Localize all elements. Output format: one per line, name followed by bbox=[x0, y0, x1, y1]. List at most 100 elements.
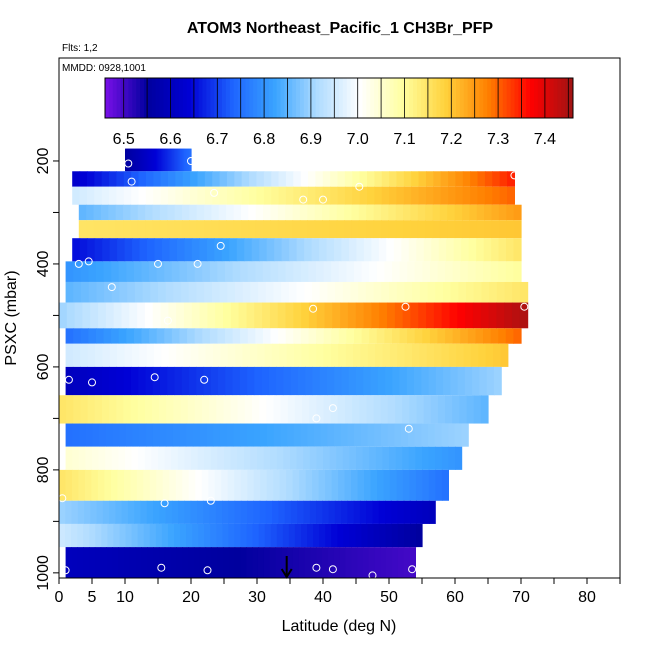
band-4-cell bbox=[270, 220, 279, 239]
band-9-cell bbox=[202, 328, 211, 344]
band-9-cell bbox=[232, 328, 241, 344]
band-6-cell bbox=[460, 261, 469, 282]
band-13-cell bbox=[407, 423, 416, 447]
band-6-cell bbox=[323, 261, 332, 282]
band-15-cell bbox=[221, 469, 229, 501]
colorbar-swatch bbox=[526, 78, 531, 118]
colorbar-swatch bbox=[190, 78, 196, 118]
band-16-cell bbox=[134, 500, 142, 524]
band-2-cell bbox=[352, 186, 361, 205]
band-13-cell bbox=[421, 423, 429, 447]
band-17-cell bbox=[397, 523, 405, 548]
band-4-cell bbox=[115, 220, 124, 239]
band-1-cell bbox=[219, 171, 228, 187]
sample-point bbox=[127, 177, 136, 186]
band-4-cell bbox=[159, 220, 168, 239]
band-9-cell bbox=[73, 328, 82, 344]
colorbar-swatch bbox=[569, 78, 574, 118]
band-13-cell bbox=[105, 423, 114, 447]
band-0-cell bbox=[160, 148, 162, 172]
band-18-cell bbox=[77, 547, 84, 578]
band-9-cell bbox=[369, 328, 378, 344]
colorbar-swatch bbox=[534, 78, 539, 118]
band-3-cell bbox=[93, 204, 102, 221]
band-7-cell bbox=[104, 281, 113, 303]
band-2-cell bbox=[425, 186, 434, 205]
band-9-cell bbox=[354, 328, 363, 344]
band-15-cell bbox=[110, 469, 119, 501]
sample-point bbox=[154, 259, 162, 268]
band-5-cell bbox=[304, 238, 313, 262]
band-16-cell bbox=[121, 500, 129, 524]
band-17-cell bbox=[101, 523, 108, 548]
band-0-cell bbox=[167, 148, 170, 172]
band-6-cell bbox=[133, 261, 143, 282]
band-4-cell bbox=[108, 220, 117, 239]
band-16-cell bbox=[290, 500, 298, 524]
band-15-cell bbox=[383, 469, 391, 501]
band-1-cell bbox=[285, 171, 294, 187]
band-4-cell bbox=[403, 220, 412, 239]
band-1-cell bbox=[197, 171, 206, 187]
band-11-cell bbox=[399, 366, 408, 396]
band-17-cell bbox=[71, 523, 78, 548]
band-4-cell bbox=[373, 220, 382, 239]
band-18-cell bbox=[223, 547, 230, 578]
band-7-cell bbox=[512, 281, 521, 303]
band-18-cell bbox=[217, 547, 224, 578]
band-11-cell bbox=[486, 366, 495, 396]
band-15-cell bbox=[260, 469, 268, 501]
band-0-cell bbox=[185, 148, 188, 172]
band-10-cell bbox=[227, 343, 236, 367]
latitude-marker-arrow bbox=[280, 556, 293, 579]
band-14-cell bbox=[171, 446, 179, 470]
band-7-cell bbox=[181, 281, 190, 303]
band-7-cell bbox=[65, 281, 74, 303]
band-0-cell bbox=[152, 148, 155, 172]
band-10-cell bbox=[190, 343, 199, 367]
band-6-cell bbox=[422, 261, 431, 282]
band-7-cell bbox=[435, 281, 444, 303]
band-8-cell bbox=[410, 302, 419, 329]
band-11-cell bbox=[65, 366, 74, 396]
band-17-cell bbox=[367, 523, 375, 548]
colorbar-swatch bbox=[327, 78, 332, 118]
band-12-cell bbox=[116, 395, 124, 424]
band-12-cell bbox=[395, 395, 403, 424]
band-14-cell bbox=[250, 446, 258, 470]
sample-point bbox=[107, 283, 116, 292]
band-0-cell bbox=[177, 148, 180, 172]
band-10-cell bbox=[485, 343, 494, 367]
band-2-cell bbox=[234, 186, 243, 205]
band-2-cell bbox=[418, 186, 427, 205]
band-4-cell bbox=[336, 220, 345, 239]
band-18-cell bbox=[386, 547, 393, 578]
band-6-cell bbox=[126, 261, 135, 282]
sample-point bbox=[355, 182, 364, 191]
band-12-cell bbox=[459, 395, 468, 424]
band-15-cell bbox=[71, 469, 80, 501]
band-6-cell bbox=[262, 261, 272, 282]
band-4-cell bbox=[491, 220, 500, 239]
band-14-cell bbox=[204, 446, 212, 470]
band-6-cell bbox=[490, 261, 499, 282]
band-17-cell bbox=[301, 523, 308, 548]
band-4-cell bbox=[388, 220, 397, 239]
band-9-cell bbox=[141, 328, 150, 344]
band-11-cell bbox=[341, 366, 350, 396]
band-9-cell bbox=[293, 328, 302, 344]
band-5-cell bbox=[236, 238, 245, 262]
band-5-cell bbox=[161, 238, 171, 262]
band-3-cell bbox=[469, 204, 478, 221]
band-5-cell bbox=[371, 238, 380, 262]
band-0-cell bbox=[161, 148, 163, 172]
band-17-cell bbox=[409, 523, 417, 548]
band-5-cell bbox=[483, 238, 492, 262]
band-17-cell bbox=[307, 523, 314, 548]
band-12-cell bbox=[187, 395, 196, 424]
colorbar-swatch bbox=[393, 78, 398, 118]
band-18-cell bbox=[392, 547, 399, 578]
band-2-cell bbox=[440, 186, 449, 205]
colorbar-tick-labels: 6.5 6.6 6.7 6.8 6.9 7.0 7.1 7.2 7.3 7.4 bbox=[113, 131, 557, 148]
band-18-cell bbox=[228, 547, 236, 578]
